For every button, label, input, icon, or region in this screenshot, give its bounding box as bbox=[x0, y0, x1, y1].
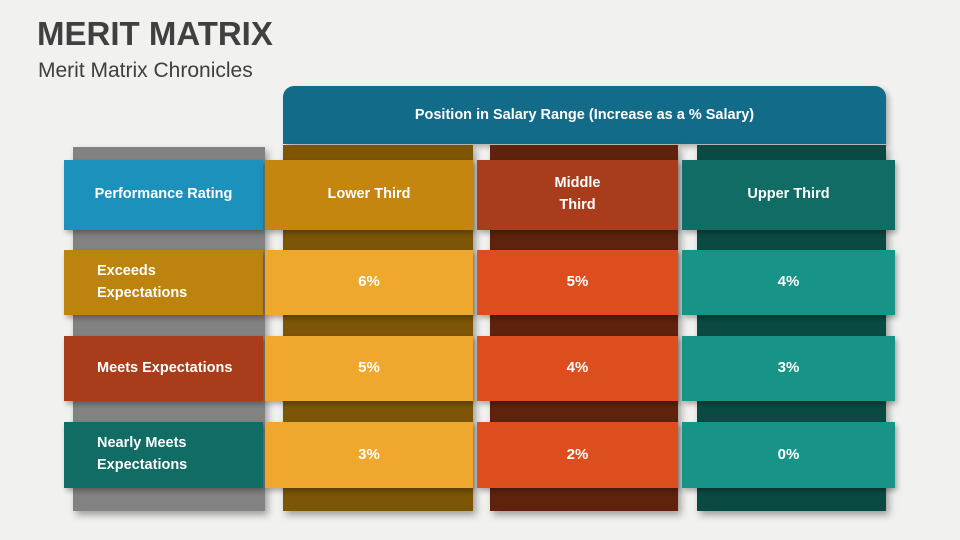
page-subtitle: Merit Matrix Chronicles bbox=[38, 59, 253, 82]
salary-range-banner-label: Position in Salary Range (Increase as a … bbox=[414, 107, 755, 123]
cell-nearly-meets-lower-third: 3% bbox=[265, 422, 473, 488]
page-title: MERIT MATRIX bbox=[37, 15, 273, 52]
row-label-nearly-meets-expectations: Nearly Meets Expectations bbox=[64, 422, 263, 488]
row-label-meets-expectations: Meets Expectations bbox=[64, 336, 263, 401]
header-upper-third: Upper Third bbox=[682, 160, 895, 230]
row-label-exceeds-expectations: Exceeds Expectations bbox=[64, 250, 263, 315]
header-middle-third: Middle Third bbox=[477, 160, 678, 230]
cell-exceeds-upper-third: 4% bbox=[682, 250, 895, 315]
cell-exceeds-lower-third: 6% bbox=[265, 250, 473, 315]
cell-meets-lower-third: 5% bbox=[265, 336, 473, 401]
header-lower-third: Lower Third bbox=[265, 160, 473, 230]
cell-exceeds-middle-third: 5% bbox=[477, 250, 678, 315]
cell-meets-upper-third: 3% bbox=[682, 336, 895, 401]
header-performance-rating: Performance Rating bbox=[64, 160, 263, 230]
cell-nearly-meets-middle-third: 2% bbox=[477, 422, 678, 488]
salary-range-banner: Position in Salary Range (Increase as a … bbox=[283, 86, 886, 144]
cell-meets-middle-third: 4% bbox=[477, 336, 678, 401]
cell-nearly-meets-upper-third: 0% bbox=[682, 422, 895, 488]
